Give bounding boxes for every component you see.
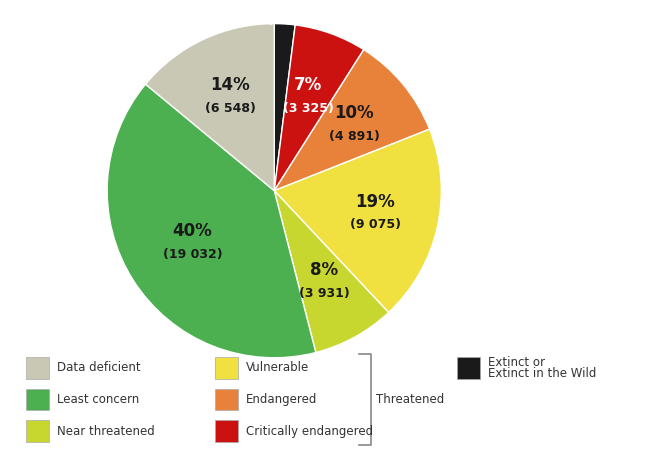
Wedge shape	[274, 24, 295, 191]
Wedge shape	[107, 84, 316, 358]
Text: (19 032): (19 032)	[163, 248, 222, 261]
Wedge shape	[274, 129, 441, 312]
Text: (6 548): (6 548)	[205, 102, 255, 115]
Wedge shape	[274, 49, 430, 191]
Text: 8%: 8%	[310, 261, 338, 279]
Text: (3 931): (3 931)	[299, 286, 349, 300]
Text: 40%: 40%	[172, 222, 212, 240]
Wedge shape	[274, 191, 389, 352]
Text: Least concern: Least concern	[57, 393, 139, 406]
Wedge shape	[146, 24, 274, 191]
Text: (875): (875)	[266, 14, 304, 27]
Text: Endangered: Endangered	[246, 393, 317, 406]
Text: 10%: 10%	[334, 104, 374, 122]
Wedge shape	[274, 25, 364, 191]
Text: 14%: 14%	[210, 76, 250, 94]
Text: 19%: 19%	[355, 192, 395, 211]
Text: Near threatened: Near threatened	[57, 425, 155, 438]
Text: Data deficient: Data deficient	[57, 361, 140, 374]
Text: (9 075): (9 075)	[350, 218, 401, 232]
Text: (3 325): (3 325)	[283, 102, 334, 114]
Text: (4 891): (4 891)	[328, 130, 379, 143]
Text: 2%: 2%	[272, 0, 300, 3]
Text: 7%: 7%	[294, 76, 323, 94]
Text: Extinct or: Extinct or	[488, 356, 545, 369]
Text: Threatened: Threatened	[376, 393, 445, 406]
Text: Vulnerable: Vulnerable	[246, 361, 310, 374]
Text: Critically endangered: Critically endangered	[246, 425, 374, 438]
Text: Extinct in the Wild: Extinct in the Wild	[488, 367, 596, 380]
